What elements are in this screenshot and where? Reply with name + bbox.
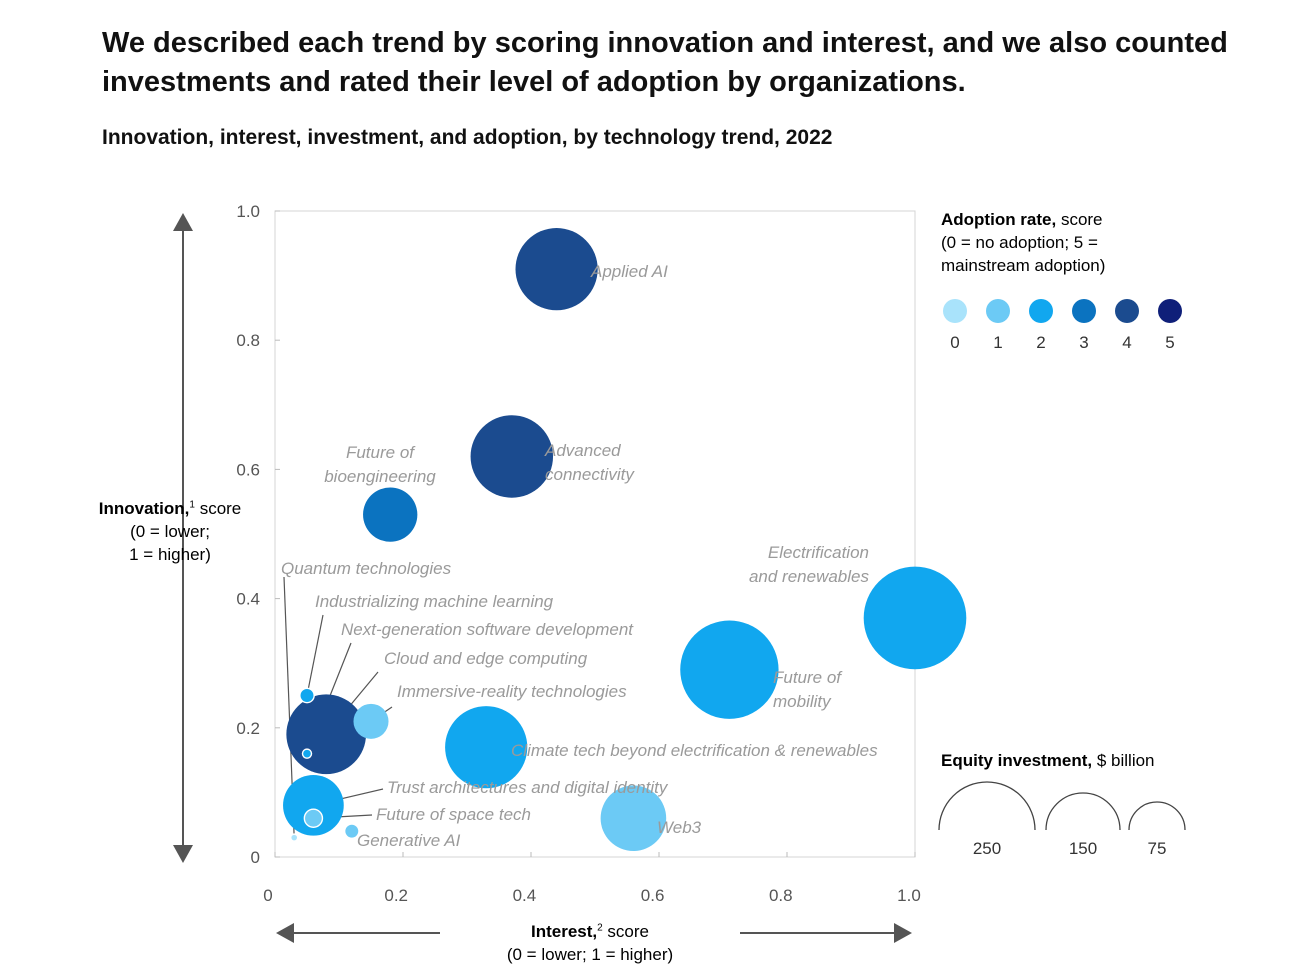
point-label: Immersive-reality technologies: [397, 682, 627, 701]
y-tick-label: 0.8: [236, 331, 260, 350]
point-labels-group: Applied AI Advanced connectivity Future of b…: [281, 262, 878, 850]
y-axis-label-rest: score: [194, 499, 242, 518]
axes-group: 0 0.2 0.4 0.6 0.8 1.0 0 0.2 0.4 0.6 0.8 1.0: [236, 202, 920, 905]
legend-group: 0 1 2 3 4 5 250 150 75: [938, 299, 1186, 858]
point-label: Future of space tech: [376, 805, 531, 824]
y-axis-label-line3: 1 = higher): [129, 545, 211, 564]
bubbles-group: [283, 228, 967, 852]
investment-legend-arc: [938, 781, 1036, 831]
adoption-legend-level: 2: [1036, 333, 1045, 352]
point-label: and renewables: [749, 567, 870, 586]
point-label: Web3: [657, 818, 702, 837]
point-label: Climate tech beyond electrification & re…: [511, 741, 878, 760]
point-label: bioengineering: [324, 467, 436, 486]
investment-legend-value: 250: [973, 839, 1001, 858]
point-label: Advanced: [544, 441, 621, 460]
adoption-legend-dot: [1072, 299, 1096, 323]
adoption-legend-level: 5: [1165, 333, 1174, 352]
investment-legend-arc: [1045, 792, 1121, 831]
adoption-legend-title: Adoption rate, score (0 = no adoption; 5…: [941, 208, 1171, 277]
investment-legend-value: 75: [1148, 839, 1167, 858]
x-tick-label: 1.0: [897, 886, 921, 905]
point-label: Future of: [773, 668, 843, 687]
chart-subtitle: Innovation, interest, investment, and ad…: [102, 126, 833, 149]
bubble-industrializing-machine-learning: [299, 687, 315, 704]
x-tick-label: 0.4: [513, 886, 537, 905]
bubble-future-of-mobility: [680, 620, 779, 719]
adoption-legend-level: 0: [950, 333, 959, 352]
point-label: mobility: [773, 692, 832, 711]
x-axis-footnote: 2: [597, 922, 603, 934]
bubble-next-generation-software-development: [301, 748, 313, 759]
point-label: Quantum technologies: [281, 559, 452, 578]
y-axis-arrow-head-up: [173, 213, 193, 231]
x-axis-arrow-head-right: [894, 923, 912, 943]
adoption-legend-dot: [1029, 299, 1053, 323]
y-tick-label: 0.4: [236, 590, 260, 609]
y-tick-label: 1.0: [236, 202, 260, 221]
chart-title: We described each trend by scoring innov…: [102, 27, 1228, 98]
investment-legend-value: 150: [1069, 839, 1097, 858]
point-label: connectivity: [545, 465, 635, 484]
x-axis-label-bold: Interest,: [531, 922, 598, 941]
y-axis-label-line2: (0 = lower;: [130, 522, 210, 541]
investment-legend-bold: Equity investment,: [941, 751, 1093, 770]
investment-legend-title: Equity investment, $ billion: [941, 749, 1241, 772]
adoption-legend-dot: [943, 299, 967, 323]
adoption-legend-dot: [986, 299, 1010, 323]
y-axis-arrow-head-down: [173, 845, 193, 863]
y-tick-label: 0.2: [236, 719, 260, 738]
adoption-legend-dot: [1115, 299, 1139, 323]
adoption-legend-line3: mainstream adoption): [941, 256, 1106, 275]
leader-line: [306, 614, 324, 696]
x-axis-label-line2: (0 = lower; 1 = higher): [506, 945, 674, 964]
point-label: Future of: [346, 443, 416, 462]
x-axis-label-rest: score: [602, 922, 649, 941]
adoption-legend-line2: (0 = no adoption; 5 =: [941, 233, 1098, 252]
bubble-web3: [600, 785, 667, 852]
adoption-legend-level: 3: [1079, 333, 1088, 352]
x-tick-label: 0.2: [384, 886, 408, 905]
x-axis-arrow-head-left: [276, 923, 294, 943]
investment-legend-arc: [1128, 801, 1186, 831]
adoption-legend-dot: [1158, 299, 1182, 323]
bubble-cloud-and-edge-computing: [286, 694, 367, 775]
point-label: Applied AI: [590, 262, 668, 281]
adoption-legend-level: 4: [1122, 333, 1131, 352]
y-axis-label: Innovation,1 score (0 = lower; 1 = highe…: [90, 497, 250, 566]
y-tick-label: 0.6: [236, 460, 260, 479]
bubble-applied-ai: [515, 228, 598, 311]
bubble-advanced-connectivity: [470, 415, 554, 498]
investment-legend-rest: $ billion: [1092, 751, 1155, 770]
bubble-future-of-bioengineering: [363, 487, 418, 542]
adoption-legend-bold: Adoption rate,: [941, 210, 1057, 229]
bubble-quantum-technologies: [290, 833, 299, 842]
adoption-legend-level: 1: [993, 333, 1002, 352]
y-tick-label: 0: [251, 848, 260, 867]
point-label: Cloud and edge computing: [384, 649, 588, 668]
plot-frame: [274, 210, 916, 858]
bubble-climate-tech-beyond-electrification-renewables: [445, 706, 528, 789]
x-tick-label: 0.6: [641, 886, 665, 905]
y-axis-label-bold: Innovation,: [98, 499, 190, 518]
bubble-immersive-reality-technologies: [353, 703, 389, 739]
y-axis-footnote: 1: [189, 499, 195, 511]
point-label: Industrializing machine learning: [315, 592, 554, 611]
x-tick-label: 0.8: [769, 886, 793, 905]
x-tick-label: 0: [263, 886, 272, 905]
point-label: Electrification: [768, 543, 869, 562]
bubble-generative-ai: [343, 823, 360, 840]
bubble-trust-architectures-and-digital-identity: [283, 774, 344, 836]
point-label: Generative AI: [357, 831, 461, 850]
bubble-future-of-space-tech: [303, 808, 324, 828]
bubble-electrification-and-renewables: [863, 566, 967, 670]
adoption-legend-rest: score: [1056, 210, 1103, 229]
point-label: Next-generation software development: [341, 620, 634, 639]
x-axis-label: Interest,2 score (0 = lower; 1 = higher): [440, 920, 740, 966]
point-label: Trust architectures and digital identity: [387, 778, 669, 797]
